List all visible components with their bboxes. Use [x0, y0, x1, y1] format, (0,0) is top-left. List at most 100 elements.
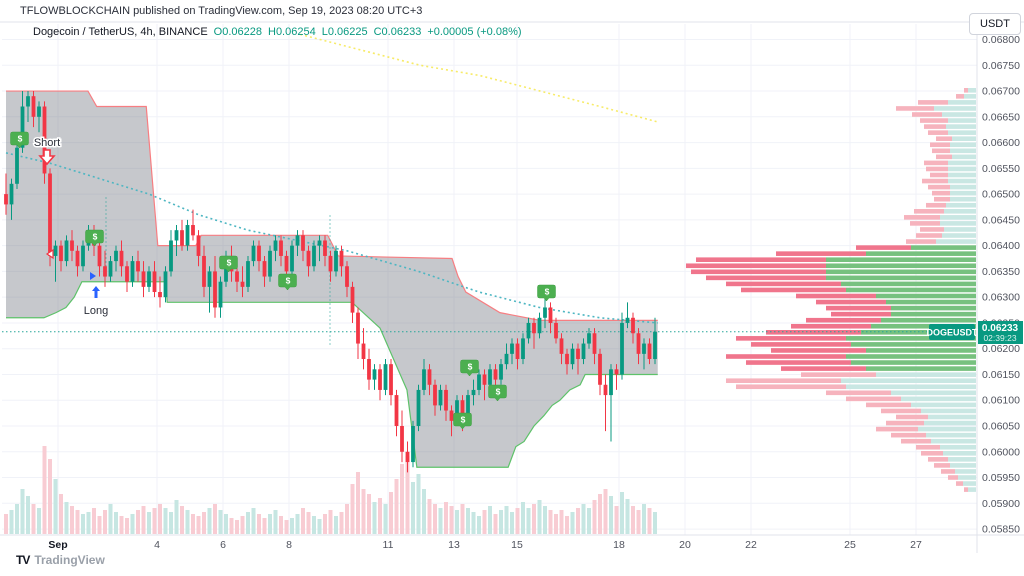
price-axis-label: 0.06000 — [982, 446, 1020, 458]
volume-bar — [130, 514, 135, 534]
volume-bar — [229, 518, 234, 534]
badge-glyph: $ — [461, 415, 466, 425]
axis-labels[interactable]: 0.05850 0.05900 0.05950 0.06000 0.06050 0.061… — [48, 34, 1020, 551]
badge-shape — [460, 359, 479, 377]
candle-body — [532, 322, 536, 334]
candle-body — [592, 333, 597, 354]
time-axis-label: 25 — [844, 539, 856, 551]
candle-body — [471, 389, 476, 396]
symbol-title: Dogecoin / TetherUS, 4h, BINANCE — [33, 26, 208, 38]
profile-row-sell — [766, 330, 861, 335]
candle-body — [438, 389, 443, 406]
bar-countdown: 02:39:23 — [983, 333, 1016, 343]
volume-bar — [103, 510, 107, 534]
candle-body — [257, 245, 261, 262]
price-axis-label: 0.05850 — [982, 524, 1020, 536]
profile-row-buy — [943, 451, 976, 456]
time-axis-label: 20 — [679, 539, 691, 551]
candle-body — [273, 240, 278, 251]
candle-body — [15, 147, 19, 184]
candle-body — [97, 245, 102, 267]
candle-body — [108, 261, 113, 277]
volume-bar — [526, 508, 531, 534]
candle-body — [169, 240, 173, 272]
candle-body — [284, 255, 289, 272]
profile-row-sell — [881, 408, 921, 414]
candle-body — [559, 338, 564, 354]
time-axis-label: 4 — [154, 539, 160, 551]
profile-row-buy — [911, 245, 976, 250]
profile-row-buy — [948, 172, 976, 178]
profile-row-sell — [928, 130, 948, 135]
time-axis-label: 8 — [286, 539, 292, 551]
price-axis-label: 0.06800 — [982, 34, 1020, 46]
time-axis-label: 13 — [448, 539, 460, 551]
ohlc-change: +0.00005 (+0.08%) — [427, 26, 522, 38]
candle-body — [301, 235, 305, 251]
profile-row-buy — [948, 178, 976, 184]
candle-body — [466, 395, 470, 421]
profile-row-sell — [901, 438, 931, 444]
volume-bar — [460, 504, 465, 534]
profile-row-buy — [936, 239, 976, 244]
volume-bar — [653, 512, 657, 534]
badge-shape — [488, 384, 507, 402]
last-price-value: 0.06233 — [982, 323, 1019, 334]
profile-row-buy — [846, 336, 976, 341]
currency-toggle-button[interactable]: USDT — [969, 13, 1021, 35]
chart-frame — [0, 21, 1024, 553]
price-axis-label: 0.06400 — [982, 240, 1020, 252]
profile-row-sell — [771, 348, 866, 353]
profile-row-sell — [726, 281, 841, 287]
profile-row-buy — [866, 348, 976, 353]
candle-body — [570, 348, 575, 365]
profile-row-buy — [928, 414, 976, 420]
volume-bar — [312, 516, 316, 534]
candle-body — [345, 266, 349, 287]
candle-body — [405, 451, 410, 463]
profile-row-buy — [846, 384, 976, 390]
profile-row-buy — [963, 481, 976, 486]
profile-row-buy — [940, 444, 976, 450]
volume-bar — [152, 508, 157, 534]
candle-body — [609, 369, 613, 396]
candle-body — [361, 343, 366, 360]
price-axis-label: 0.06350 — [982, 266, 1020, 278]
profile-row-buy — [846, 287, 976, 293]
volume-bar — [510, 512, 514, 534]
badge-shape — [85, 229, 104, 247]
volume-bar — [488, 506, 492, 534]
buy-signal-badge: $ — [219, 255, 238, 273]
profile-row-sell — [924, 124, 946, 129]
volume-bar — [532, 504, 536, 534]
volume-bar — [328, 510, 333, 534]
profile-row-sell — [934, 196, 950, 202]
volume-bar — [438, 508, 443, 534]
long-label: Long — [84, 305, 108, 317]
volume-bar — [306, 512, 311, 534]
profile-row-buy — [866, 366, 976, 371]
candle-body — [235, 271, 239, 282]
candle-body — [202, 255, 206, 287]
volume-bar — [422, 489, 426, 534]
badge-shape — [10, 131, 29, 149]
volume-histogram — [4, 446, 657, 534]
time-axis-label: 22 — [745, 539, 757, 551]
volume-bar — [64, 502, 69, 534]
profile-row-buy — [901, 396, 976, 402]
profile-row-sell — [781, 366, 866, 371]
candle-body — [290, 245, 294, 272]
badge-shape — [278, 273, 297, 291]
profile-row-buy — [851, 342, 976, 347]
candle-body — [185, 225, 190, 246]
volume-bar — [592, 500, 597, 534]
volume-bar — [295, 514, 300, 534]
profile-row-buy — [948, 160, 976, 166]
volume-bar — [26, 496, 30, 534]
candle-body — [20, 106, 25, 148]
candle-body — [521, 338, 525, 360]
candle-body — [427, 369, 432, 385]
profile-row-buy — [948, 100, 976, 105]
volume-bar — [466, 508, 470, 534]
